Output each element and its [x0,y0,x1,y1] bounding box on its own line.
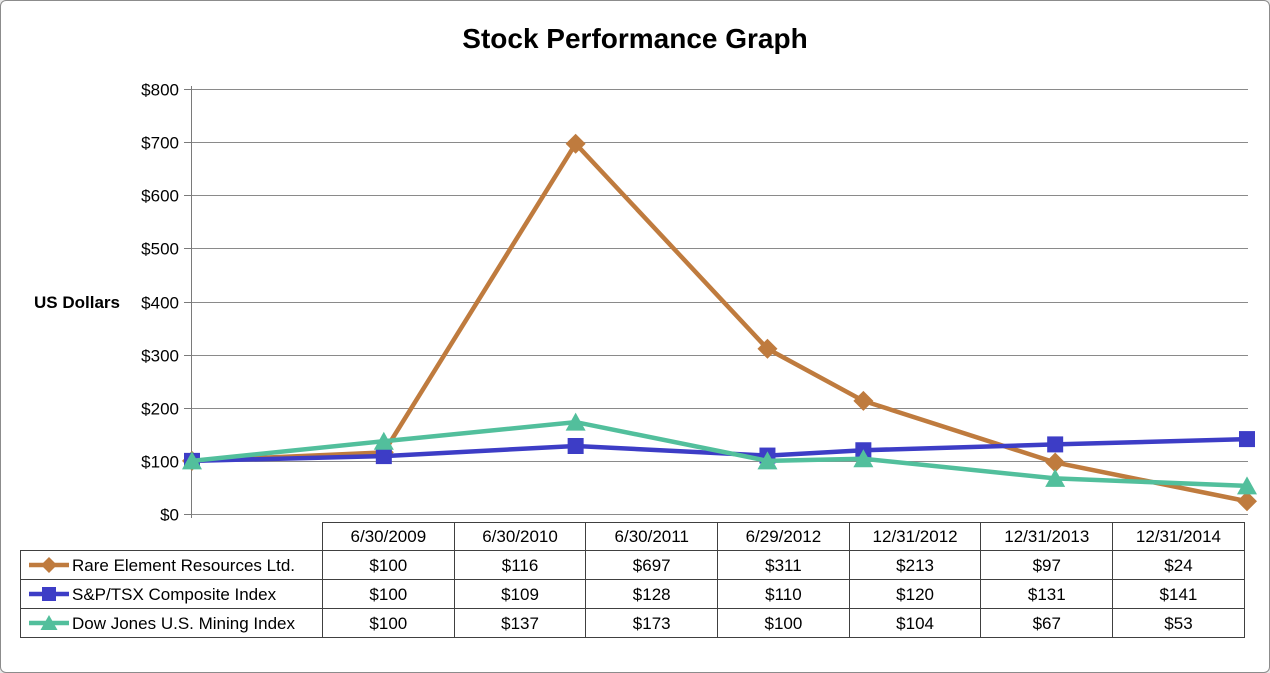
table-value-cell: $97 [980,550,1114,580]
legend-item: Rare Element Resources Ltd. [20,550,323,580]
diamond-marker-icon [1237,491,1257,512]
table-value-cell: $110 [717,579,850,609]
triangle-marker-icon [373,431,394,450]
y-tick-label: $300 [141,347,179,366]
y-tick-label: $0 [160,506,179,522]
diamond-marker-icon [41,557,57,573]
table-value-cell: $131 [980,579,1114,609]
y-tick-label: $500 [141,240,179,259]
chart-title: Stock Performance Graph [462,23,808,54]
square-marker-icon [375,448,392,465]
table-value-cell: $128 [585,579,719,609]
table-value-cell: $213 [848,550,982,580]
table-value-cell: $137 [453,608,587,638]
data-series [182,133,1257,512]
table-header-date: 6/30/2011 [585,522,719,551]
y-tick-label: $400 [141,294,179,313]
y-tick-label: $700 [141,134,179,153]
table-value-cell: $104 [848,608,982,638]
table-value-cell: $100 [717,608,850,638]
stock-performance-chart: $800 $700 $600 $500 $400 $300 $200 $100 $0 US Do… [34,81,1257,522]
table-value-cell: $697 [585,550,719,580]
legend-label: Dow Jones U.S. Mining Index [72,613,295,633]
table-value-cell: $100 [322,550,455,580]
table-value-cell: $53 [1112,608,1245,638]
diamond-marker-icon [1045,452,1066,473]
table-value-cell: $173 [585,608,719,638]
table-header-date: 12/31/2013 [980,522,1114,551]
triangle-marker-icon [1237,476,1257,495]
legend-marker-square-icon [29,587,69,601]
square-marker-icon [42,587,56,601]
table-header-date: 6/30/2009 [322,522,455,551]
triangle-marker-icon [1045,468,1066,487]
table-corner-blank [21,523,323,551]
table-value-cell: $24 [1112,550,1245,580]
square-marker-icon [567,438,584,454]
table-value-cell: $116 [453,550,587,580]
legend-label: S&P/TSX Composite Index [72,584,277,604]
performance-table: 6/30/2009 6/30/2010 6/30/2011 6/29/2012 12/3… [20,522,1245,638]
table-header-date: 6/30/2010 [453,522,587,551]
legend-item: S&P/TSX Composite Index [20,579,323,609]
triangle-marker-icon [40,615,58,630]
table-row: Rare Element Resources Ltd. $100 $116 $697 $… [20,550,1245,580]
table-header-date: 6/29/2012 [717,522,850,551]
series-line-0 [191,140,1248,504]
y-axis-title: US Dollars [34,293,120,312]
legend-label: Rare Element Resources Ltd. [72,555,295,575]
triangle-marker-icon [757,451,778,470]
table-value-cell: $311 [717,550,850,580]
legend-marker-diamond-icon [29,557,69,573]
diamond-marker-icon [757,338,778,359]
table-row: S&P/TSX Composite Index $100 $109 $128 $110 $… [20,579,1245,609]
table-header-row: 6/30/2009 6/30/2010 6/30/2011 6/29/2012 12/3… [21,522,1245,551]
square-marker-icon [1239,431,1255,448]
table-value-cell: $141 [1112,579,1245,609]
triangle-marker-icon [853,449,874,468]
diamond-marker-icon [565,133,586,154]
table-row: Dow Jones U.S. Mining Index $100 $137 $173 $… [20,608,1245,638]
axes: $800 $700 $600 $500 $400 $300 $200 $100 $0 [141,81,192,522]
gridlines [191,89,1248,515]
table-value-cell: $109 [453,579,587,609]
table-header-date: 12/31/2014 [1112,522,1245,551]
triangle-marker-icon [565,412,586,431]
legend-marker-triangle-icon [29,615,69,630]
legend-item: Dow Jones U.S. Mining Index [20,608,323,638]
y-tick-label: $200 [141,400,179,419]
y-tick-label: $800 [141,81,179,100]
y-tick-label: $100 [141,453,179,472]
table-value-cell: $100 [322,608,455,638]
table-value-cell: $100 [322,579,455,609]
y-tick-label: $600 [141,187,179,206]
diamond-marker-icon [853,390,874,411]
triangle-marker-icon [182,451,202,470]
table-header-date: 12/31/2012 [848,522,982,551]
square-marker-icon [1047,436,1064,453]
table-value-cell: $120 [848,579,982,609]
table-value-cell: $67 [980,608,1114,638]
